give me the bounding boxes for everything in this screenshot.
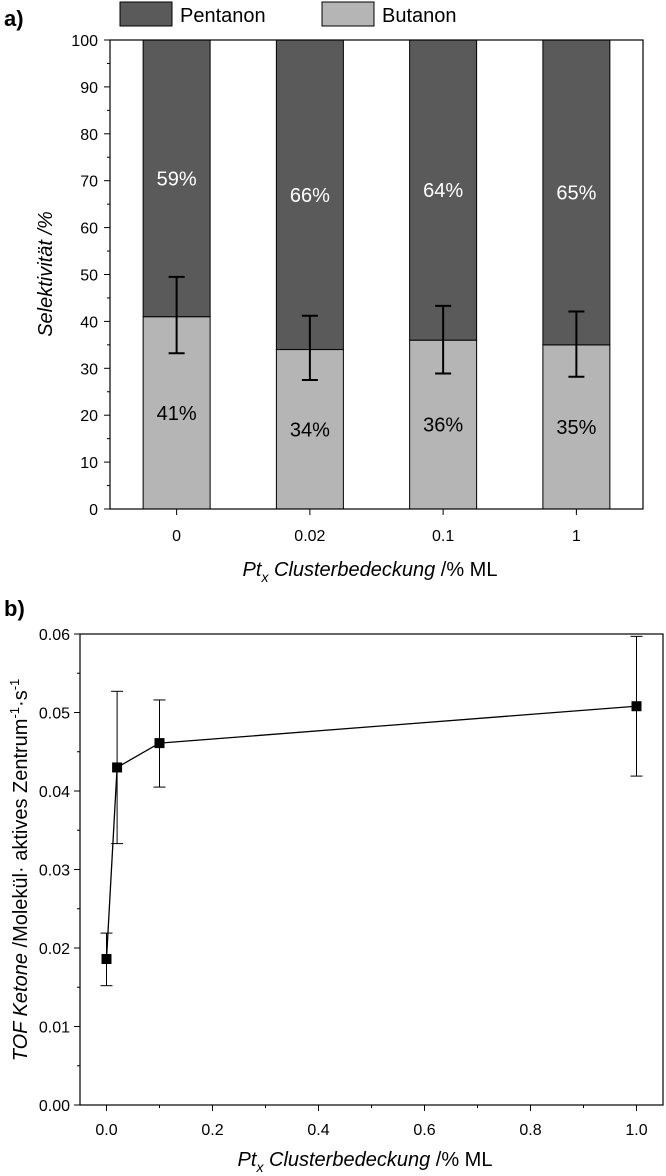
- bar-label-butanon: 35%: [556, 417, 596, 439]
- bar-pentanon: [142, 39, 211, 318]
- y-tick-label-b: 0.02: [39, 941, 70, 958]
- y-tick-label-a: 60: [80, 221, 98, 238]
- y-tick-label-a: 0: [89, 502, 98, 519]
- x-title-a-sub: x: [260, 569, 269, 585]
- y-tick-label-b: 0.01: [39, 1020, 70, 1037]
- chart-a: a) Pentanon Butanon 41% 59% 34% 66% 36% 64% 35%…: [4, 1, 644, 585]
- x-axis-title-b: Ptx Clusterbedeckung /% ML: [238, 1149, 493, 1175]
- y-tick-label-b: 0.00: [39, 1098, 70, 1115]
- bars-a: 41% 59% 34% 66% 36% 64% 35% 65%: [142, 39, 611, 510]
- y-title-b-sup1: -1: [7, 707, 22, 719]
- bar-label-butanon: 36%: [423, 415, 463, 437]
- y-tick-label-a: 40: [80, 314, 98, 331]
- x-title-b-sub: x: [255, 1159, 264, 1175]
- y-tick-label-b: 0.04: [39, 784, 70, 801]
- x-title-a-main: Pt: [243, 559, 263, 581]
- bar-label-pentanon: 65%: [556, 182, 596, 204]
- y-tick-label-a: 20: [80, 408, 98, 425]
- chart-b: b) 0.00 0.01 0.02 0.03 0.04 0.05 0.06 0.0 0.2 0.4…: [4, 596, 664, 1175]
- y-tick-label-b: 0.03: [39, 863, 70, 880]
- x-tick-label-a: 1: [572, 528, 581, 545]
- y-axis-title-a: Selektivität /%: [35, 211, 57, 337]
- x-tick-label-b: 0.4: [307, 1122, 329, 1139]
- bar-pentanon: [542, 39, 611, 346]
- panel-label-b: b): [4, 596, 25, 621]
- data-point-b: [101, 953, 112, 964]
- bar-label-butanon: 34%: [290, 419, 330, 441]
- x-tick-label-a: 0.02: [294, 528, 325, 545]
- x-tick-label-b: 0.6: [413, 1122, 435, 1139]
- data-point-b: [112, 762, 123, 773]
- plot-frame-b: [79, 633, 664, 1106]
- panel-label-a: a): [4, 6, 24, 31]
- series-b: [100, 635, 643, 987]
- bar-pentanon: [409, 39, 478, 341]
- x-tick-label-b: 0.8: [519, 1122, 541, 1139]
- x-tick-label-a: 0: [172, 528, 181, 545]
- y-title-b-mid: ·s: [10, 690, 32, 707]
- legend-swatch-pentanon: [119, 1, 173, 27]
- x-axis-title-a: Ptx Clusterbedeckung /% ML: [243, 559, 498, 585]
- x-tick-label-a: 0.1: [432, 528, 454, 545]
- axes-b: 0.00 0.01 0.02 0.03 0.04 0.05 0.06 0.0 0.2 0.4 0.6…: [39, 627, 648, 1139]
- legend-label-butanon: Butanon: [382, 5, 457, 27]
- legend-swatch-butanon: [321, 1, 375, 27]
- y-tick-label-a: 100: [71, 33, 98, 50]
- series-line-b: [105, 705, 637, 960]
- x-tick-label-b: 1.0: [625, 1122, 647, 1139]
- axes-a: 0 10 20 30 40 50 60 70 80 90 100 0 0.02 0.1 1: [71, 33, 581, 545]
- y-tick-label-a: 80: [80, 127, 98, 144]
- data-point-b: [631, 701, 642, 712]
- data-point-b: [154, 738, 165, 749]
- x-title-b-rest: Clusterbedeckung: [263, 1149, 430, 1171]
- y-title-b-sup2: -1: [7, 679, 22, 691]
- x-title-b-main: Pt: [238, 1149, 258, 1171]
- bar-label-butanon: 41%: [157, 403, 197, 425]
- x-title-b-unit: /% ML: [430, 1149, 492, 1171]
- y-tick-label-a: 90: [80, 80, 98, 97]
- bar-label-pentanon: 64%: [423, 180, 463, 202]
- x-title-a-unit: /% ML: [435, 559, 497, 581]
- y-tick-label-a: 70: [80, 174, 98, 191]
- y-title-b-unit: /Molekül· aktives Zentrum: [10, 719, 32, 954]
- x-tick-label-b: 0.0: [95, 1122, 117, 1139]
- bar-label-pentanon: 59%: [157, 168, 197, 190]
- y-tick-label-b: 0.05: [39, 706, 70, 723]
- bar-label-pentanon: 66%: [290, 185, 330, 207]
- y-tick-label-b: 0.06: [39, 627, 70, 644]
- y-tick-label-a: 50: [80, 268, 98, 285]
- y-title-b-main: TOF Ketone: [10, 953, 32, 1061]
- y-tick-label-a: 30: [80, 361, 98, 378]
- legend-label-pentanon: Pentanon: [180, 5, 266, 27]
- y-tick-label-a: 10: [80, 455, 98, 472]
- y-axis-title-b: TOF Ketone /Molekül· aktives Zentrum-1·s…: [7, 679, 32, 1062]
- x-tick-label-b: 0.2: [201, 1122, 223, 1139]
- legend-a: Pentanon Butanon: [119, 1, 457, 27]
- x-title-a-rest: Clusterbedeckung: [268, 559, 435, 581]
- bar-pentanon: [275, 39, 344, 351]
